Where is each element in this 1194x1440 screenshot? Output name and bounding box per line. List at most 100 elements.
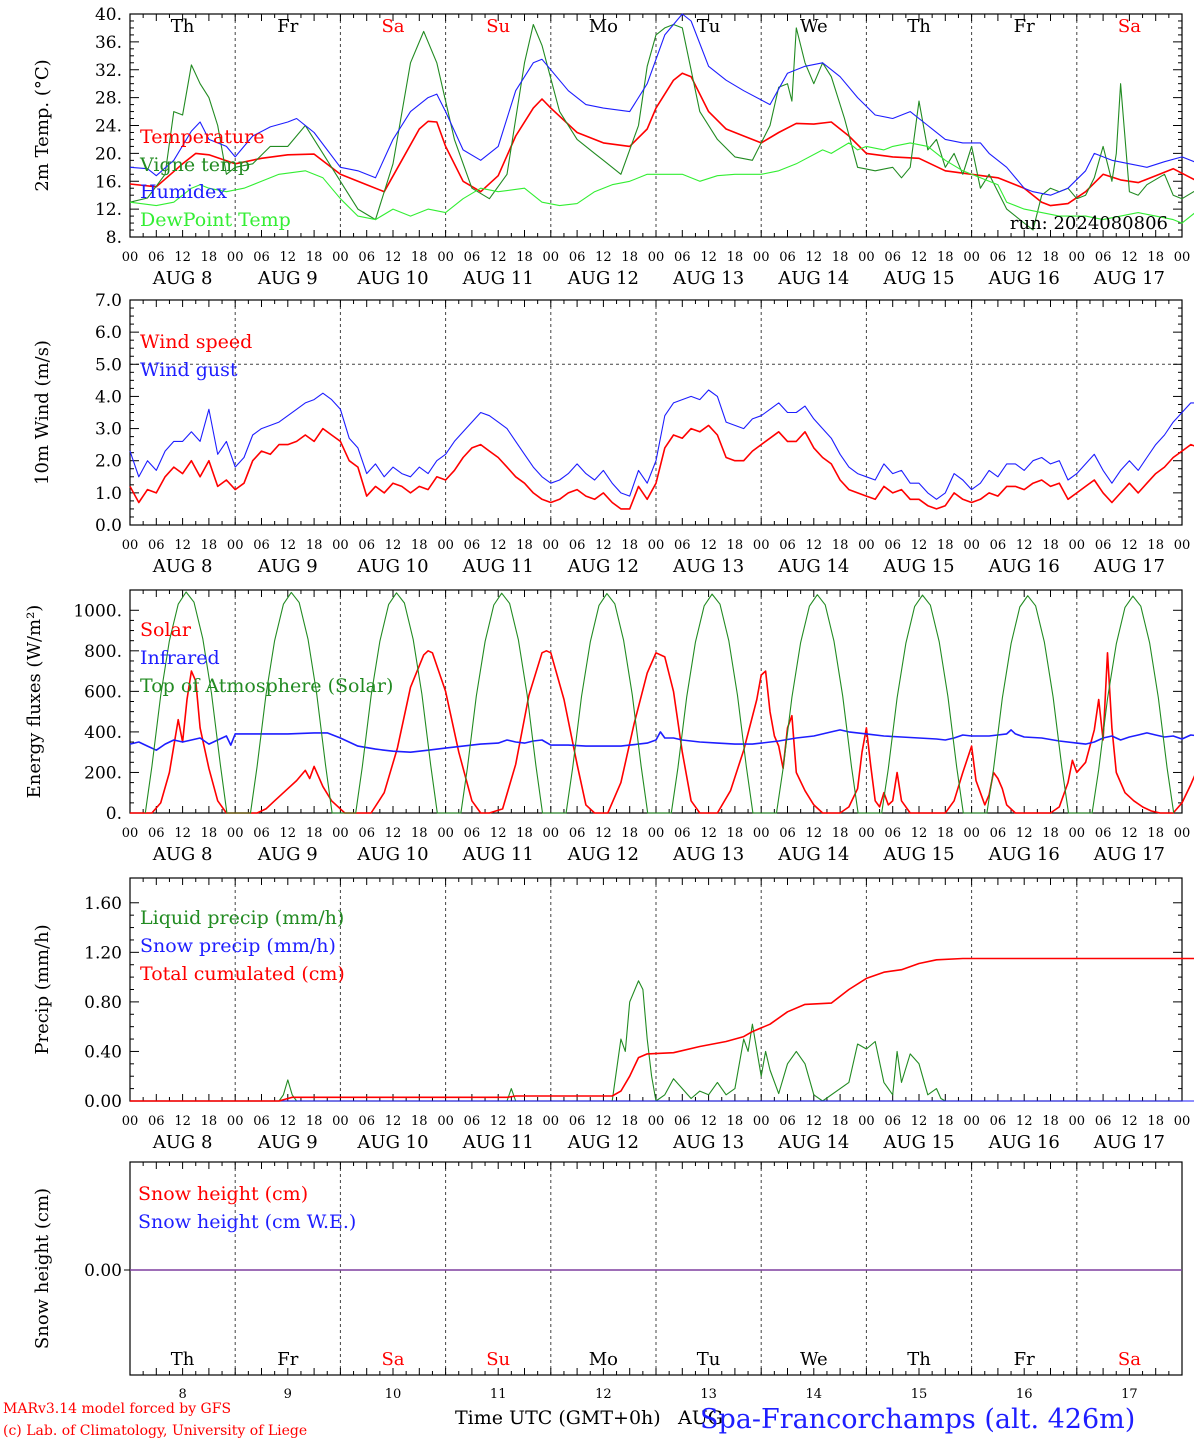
y-tick-label: 0.40: [84, 1042, 122, 1062]
hour-tick-label: 00: [543, 538, 560, 553]
panel-energy: 0. 200. 400. 600. 800. 1000. Energy fluxes (W/…: [24, 589, 1194, 865]
hour-tick-label: 12: [1121, 538, 1138, 553]
series-line-dewpoint-temp: [129, 142, 1194, 224]
hour-tick-label: 18: [937, 538, 954, 553]
weekday-label: Sa: [1118, 1349, 1141, 1370]
hour-tick-label: 00: [1174, 1114, 1191, 1129]
hour-tick-label: 00: [543, 1114, 560, 1129]
y-tick-label: 1.0: [95, 484, 122, 504]
hour-tick-label: 12: [1121, 826, 1138, 841]
hour-tick-label: 06: [569, 538, 586, 553]
hour-tick-label: 18: [306, 250, 323, 265]
date-label: AUG 13: [672, 556, 744, 577]
hour-tick-label: 18: [306, 826, 323, 841]
hour-tick-label: 18: [1147, 538, 1164, 553]
date-label: AUG 9: [257, 844, 318, 865]
hour-tick-label: 12: [806, 250, 823, 265]
hour-tick-label: 12: [911, 250, 928, 265]
hour-tick-label: 12: [1121, 1114, 1138, 1129]
series-line-solar: [130, 650, 1194, 814]
hour-tick-label: 12: [490, 1114, 507, 1129]
date-label: AUG 12: [567, 268, 639, 289]
hour-tick-label: 00: [227, 250, 244, 265]
hour-tick-label: 06: [148, 538, 165, 553]
hour-tick-label: 00: [753, 1114, 770, 1129]
hour-tick-label: 18: [306, 1114, 323, 1129]
hour-tick-label: 12: [700, 538, 717, 553]
weekday-label: Th: [907, 16, 931, 37]
y-tick-label: 4.0: [95, 387, 122, 407]
credit-line-2: (c) Lab. of Climatology, University of L…: [3, 1423, 307, 1439]
hour-tick-label: 06: [779, 250, 796, 265]
hour-tick-label: 18: [937, 250, 954, 265]
date-label: AUG 16: [988, 268, 1060, 289]
y-tick-label: 0.80: [84, 993, 122, 1013]
weekday-label: Fr: [1014, 16, 1035, 37]
hour-tick-label: 00: [227, 826, 244, 841]
hour-tick-label: 12: [1016, 250, 1033, 265]
hour-tick-label: 00: [122, 826, 139, 841]
hour-tick-label: 18: [621, 826, 638, 841]
hour-tick-label: 00: [858, 1114, 875, 1129]
legend-entry: Liquid precip (mm/h): [140, 907, 344, 929]
panel-precip: 0.00 0.40 0.80 1.20 1.60 Precip (mm/h) Liquid …: [32, 877, 1194, 1153]
hour-tick-label: 06: [253, 250, 270, 265]
hour-tick-label: 18: [1147, 826, 1164, 841]
hour-tick-label: 06: [990, 826, 1007, 841]
date-label: AUG 16: [988, 1132, 1060, 1153]
hour-tick-label: 06: [990, 1114, 1007, 1129]
legend-entry: Wind gust: [140, 359, 238, 381]
hour-tick-label: 06: [884, 538, 901, 553]
hour-tick-label: 12: [911, 826, 928, 841]
hour-tick-label: 18: [832, 1114, 849, 1129]
y-tick-label: 800.: [84, 642, 122, 662]
day-number-label: 16: [1016, 1387, 1033, 1402]
hour-tick-label: 18: [832, 826, 849, 841]
hour-tick-label: 00: [858, 826, 875, 841]
hour-tick-label: 06: [358, 250, 375, 265]
weekday-label: Fr: [277, 1349, 298, 1370]
y-tick-label: 0.0: [95, 516, 122, 536]
hour-tick-label: 18: [832, 538, 849, 553]
y-tick-label: 600.: [84, 682, 122, 702]
date-label: AUG 13: [672, 844, 744, 865]
panel-frame: [129, 589, 1183, 814]
series-line-top-of-atmosphere-solar-: [144, 591, 1175, 814]
hour-tick-label: 00: [858, 538, 875, 553]
hour-tick-label: 18: [1042, 250, 1059, 265]
y-tick-label: 0.: [106, 804, 122, 824]
hour-tick-label: 00: [1174, 250, 1191, 265]
hour-tick-label: 06: [990, 538, 1007, 553]
hour-tick-label: 18: [411, 538, 428, 553]
hour-tick-label: 00: [753, 250, 770, 265]
series-line-humidex: [129, 13, 1194, 196]
hour-tick-label: 12: [385, 1114, 402, 1129]
y-axis-label: Snow height (cm): [32, 1188, 53, 1349]
hour-tick-label: 18: [621, 538, 638, 553]
y-tick-label: 0.00: [84, 1261, 122, 1281]
series-line-vigne-temp: [129, 23, 1194, 231]
hour-tick-label: 18: [727, 250, 744, 265]
series-line-infrared: [129, 729, 1194, 753]
hour-tick-label: 18: [1042, 538, 1059, 553]
hour-tick-label: 06: [464, 538, 481, 553]
hour-tick-label: 18: [201, 826, 218, 841]
hour-tick-label: 06: [358, 826, 375, 841]
date-label: AUG 14: [777, 556, 849, 577]
hour-tick-label: 12: [490, 250, 507, 265]
hour-tick-label: 06: [253, 1114, 270, 1129]
hour-tick-label: 06: [1095, 538, 1112, 553]
y-tick-label: 28.: [95, 89, 122, 109]
hour-tick-label: 18: [727, 826, 744, 841]
hour-tick-label: 00: [227, 538, 244, 553]
y-tick-label: 24.: [95, 117, 122, 137]
date-label: AUG 10: [356, 556, 428, 577]
hour-tick-label: 06: [148, 1114, 165, 1129]
hour-tick-label: 18: [1042, 1114, 1059, 1129]
hour-tick-label: 12: [806, 538, 823, 553]
date-label: AUG 17: [1093, 844, 1165, 865]
legend-entry: Solar: [140, 619, 192, 641]
hour-tick-label: 12: [595, 538, 612, 553]
hour-tick-label: 18: [727, 1114, 744, 1129]
legend-entry: Humidex: [140, 181, 227, 203]
